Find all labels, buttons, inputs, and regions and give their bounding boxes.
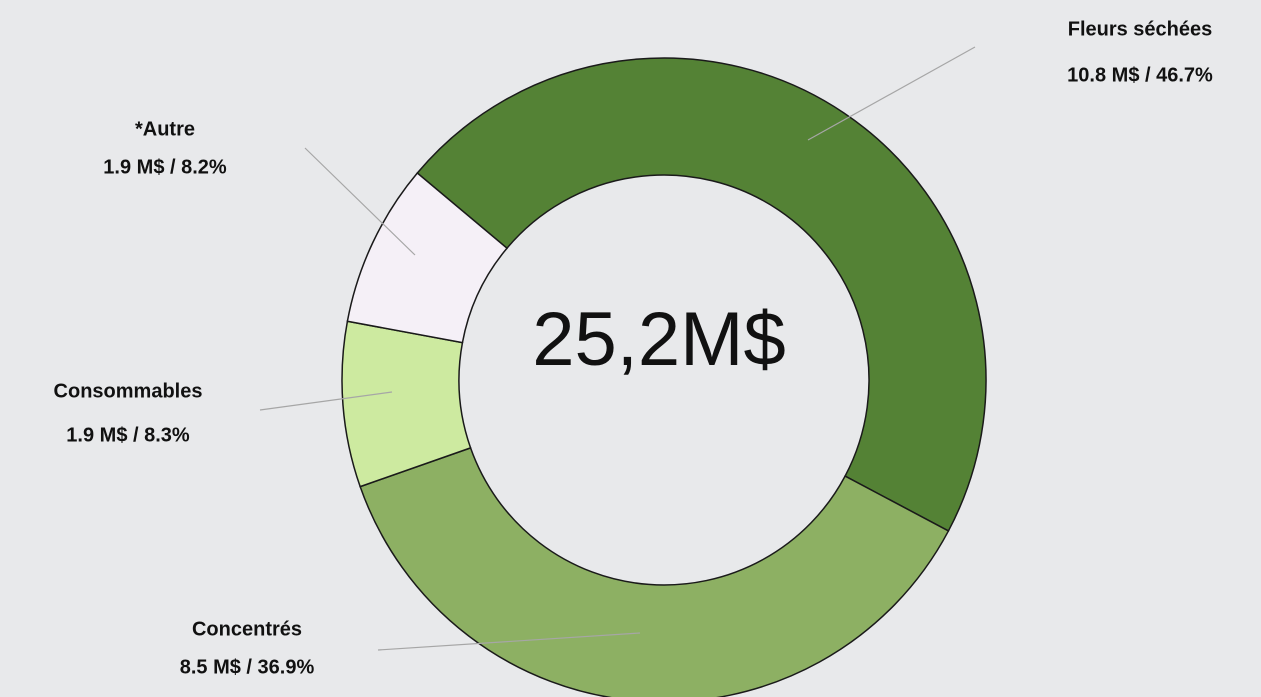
category-label: Fleurs séchées [1068,18,1213,40]
leader-line [304,147,416,256]
value-label: 10.8 M$ / 46.7% [1067,64,1213,86]
category-label: Consommables [54,380,203,402]
category-label: *Autre [135,118,195,140]
value-label: 1.9 M$ / 8.2% [103,156,227,178]
donut-segment [416,57,987,532]
leader-line [259,391,393,411]
donut-segment [346,171,509,344]
value-label: 8.5 M$ / 36.9% [180,656,315,678]
center-label: 25,2M$ [532,297,786,382]
category-label: Concentrés [192,618,302,640]
value-label: 1.9 M$ / 8.3% [66,424,190,446]
leader-line [377,632,641,651]
donut-segment [359,446,950,697]
leader-line [807,46,976,141]
